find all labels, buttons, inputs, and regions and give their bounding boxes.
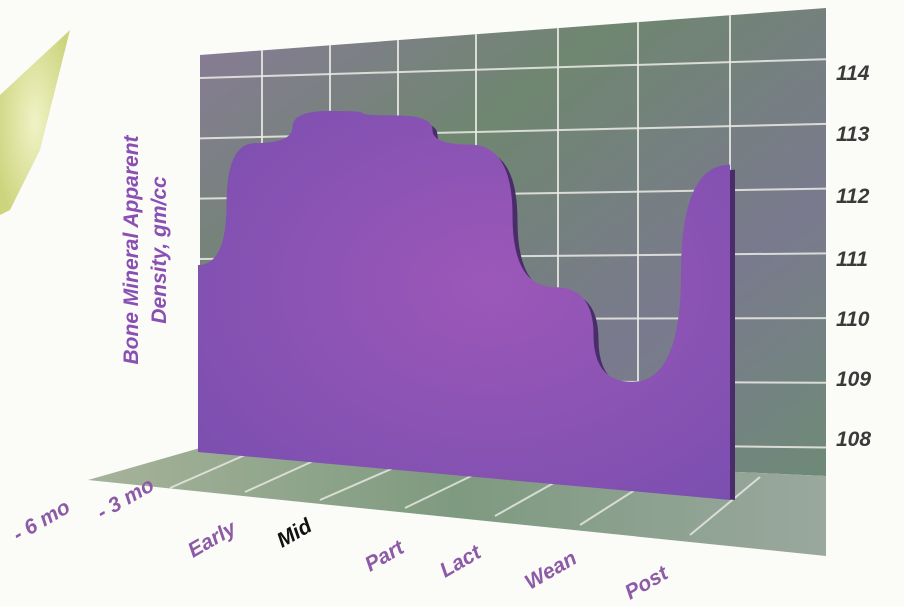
floor-grid-line	[169, 454, 246, 489]
x-tick-label: Lact	[436, 540, 486, 582]
decorative-leaf	[0, 30, 70, 215]
y-tick-label: 110	[836, 308, 870, 331]
x-tick-label: Early	[184, 516, 241, 562]
area-series	[198, 110, 735, 500]
y-tick-label: 112	[836, 185, 870, 208]
wall-grid-hline	[199, 58, 827, 79]
x-tick-label: Post	[621, 561, 673, 604]
y-axis-label: Bone Mineral Apparent Density, gm/cc	[120, 134, 171, 364]
y-tick-label: 111	[836, 248, 868, 271]
y-tick-label: 108	[836, 428, 871, 451]
y-tick-label: 109	[836, 368, 871, 391]
y-tick-label: 113	[836, 123, 870, 146]
x-tick-label: Mid	[273, 514, 317, 553]
area-fill	[198, 110, 730, 500]
y-tick-labels: 108 109 110 111 112 113 114	[836, 62, 871, 451]
floor-grid-line	[244, 457, 321, 493]
y-tick-label: 114	[836, 62, 870, 85]
floor-grid-line	[689, 476, 761, 536]
y-axis-label-line-2: Density, gm/cc	[148, 176, 171, 324]
x-tick-label: - 6 mo	[9, 495, 74, 546]
y-axis-label-line-1: Bone Mineral Apparent	[120, 134, 143, 364]
x-tick-label: Part	[361, 535, 409, 576]
x-tick-label: Wean	[521, 547, 581, 595]
